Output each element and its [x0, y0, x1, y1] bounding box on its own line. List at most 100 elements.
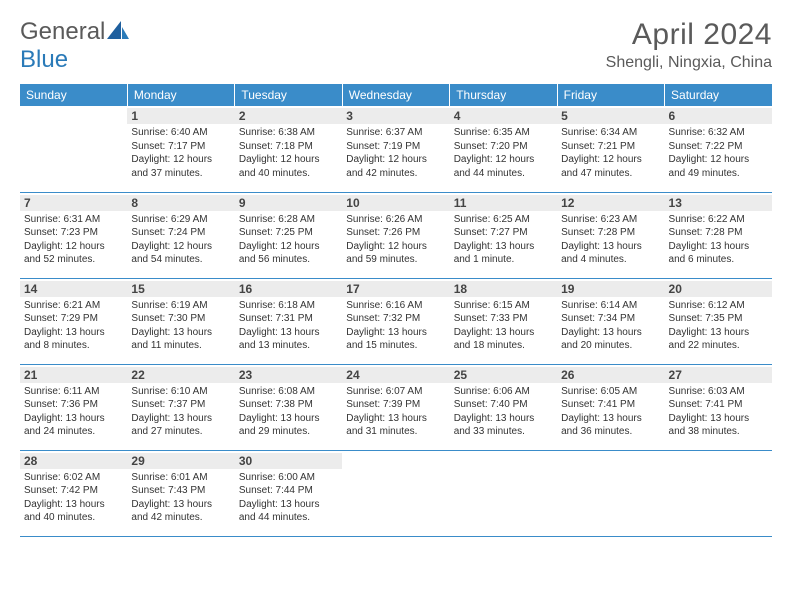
weekday-header-row: SundayMondayTuesdayWednesdayThursdayFrid…	[20, 84, 772, 106]
day-cell: 11 Sunrise: 6:25 AMSunset: 7:27 PMDayligh…	[450, 192, 557, 278]
day-number: 21	[20, 367, 127, 383]
calendar-page: General Blue April 2024 Shengli, Ningxia…	[0, 0, 792, 547]
day-number: 20	[665, 281, 772, 297]
day-cell: 28 Sunrise: 6:02 AMSunset: 7:42 PMDayligh…	[20, 450, 127, 536]
day-number: 4	[450, 108, 557, 124]
calendar-grid: SundayMondayTuesdayWednesdayThursdayFrid…	[20, 84, 772, 537]
day-details: Sunrise: 6:08 AMSunset: 7:38 PMDaylight:…	[239, 385, 338, 439]
day-details: Sunrise: 6:15 AMSunset: 7:33 PMDaylight:…	[454, 299, 553, 353]
week-row: 7Sunrise: 6:31 AMSunset: 7:23 PMDaylight…	[20, 192, 772, 278]
header: General Blue April 2024 Shengli, Ningxia…	[20, 18, 772, 74]
day-number: 16	[235, 281, 342, 297]
day-number: 12	[557, 195, 664, 211]
day-number: 24	[342, 367, 449, 383]
day-number: 18	[450, 281, 557, 297]
day-cell	[342, 450, 449, 536]
day-cell: 18 Sunrise: 6:15 AMSunset: 7:33 PMDayligh…	[450, 278, 557, 364]
day-number: 1	[127, 108, 234, 124]
day-cell: 13Sunrise: 6:22 AMSunset: 7:28 PMDayligh…	[665, 192, 772, 278]
weekday-header: Saturday	[665, 84, 772, 106]
day-details: Sunrise: 6:16 AMSunset: 7:32 PMDaylight:…	[346, 299, 445, 353]
day-number: 19	[557, 281, 664, 297]
day-cell: 5Sunrise: 6:34 AMSunset: 7:21 PMDaylight…	[557, 106, 664, 192]
title-block: April 2024 Shengli, Ningxia, China	[606, 18, 772, 72]
weekday-header: Friday	[557, 84, 664, 106]
day-details: Sunrise: 6:26 AMSunset: 7:26 PMDaylight:…	[346, 213, 445, 267]
day-cell: 3 Sunrise: 6:37 AMSunset: 7:19 PMDaylight…	[342, 106, 449, 192]
day-details: Sunrise: 6:34 AMSunset: 7:21 PMDaylight:…	[561, 126, 660, 180]
day-cell: 26Sunrise: 6:05 AMSunset: 7:41 PMDayligh…	[557, 364, 664, 450]
day-number: 23	[235, 367, 342, 383]
week-row: 21 Sunrise: 6:11 AMSunset: 7:36 PMDayligh…	[20, 364, 772, 450]
weekday-header: Monday	[127, 84, 234, 106]
day-details: Sunrise: 6:07 AMSunset: 7:39 PMDaylight:…	[346, 385, 445, 439]
day-details: Sunrise: 6:38 AMSunset: 7:18 PMDaylight:…	[239, 126, 338, 180]
day-number: 3	[342, 108, 449, 124]
day-details: Sunrise: 6:01 AMSunset: 7:43 PMDaylight:…	[131, 471, 230, 525]
week-row: 14Sunrise: 6:21 AMSunset: 7:29 PMDayligh…	[20, 278, 772, 364]
day-cell	[450, 450, 557, 536]
day-details: Sunrise: 6:14 AMSunset: 7:34 PMDaylight:…	[561, 299, 660, 353]
day-cell: 17 Sunrise: 6:16 AMSunset: 7:32 PMDayligh…	[342, 278, 449, 364]
day-cell: 14Sunrise: 6:21 AMSunset: 7:29 PMDayligh…	[20, 278, 127, 364]
weekday-header: Wednesday	[342, 84, 449, 106]
day-details: Sunrise: 6:40 AMSunset: 7:17 PMDaylight:…	[131, 126, 230, 180]
day-cell: 25Sunrise: 6:06 AMSunset: 7:40 PMDayligh…	[450, 364, 557, 450]
day-details: Sunrise: 6:29 AMSunset: 7:24 PMDaylight:…	[131, 213, 230, 267]
day-cell	[20, 106, 127, 192]
day-details: Sunrise: 6:31 AMSunset: 7:23 PMDaylight:…	[24, 213, 123, 267]
day-cell: 23 Sunrise: 6:08 AMSunset: 7:38 PMDayligh…	[235, 364, 342, 450]
day-details: Sunrise: 6:12 AMSunset: 7:35 PMDaylight:…	[669, 299, 768, 353]
day-cell: 19 Sunrise: 6:14 AMSunset: 7:34 PMDayligh…	[557, 278, 664, 364]
day-cell: 24 Sunrise: 6:07 AMSunset: 7:39 PMDayligh…	[342, 364, 449, 450]
location: Shengli, Ningxia, China	[606, 54, 772, 72]
logo-part2: Blue	[20, 46, 68, 73]
weekday-header: Tuesday	[235, 84, 342, 106]
day-cell: 20 Sunrise: 6:12 AMSunset: 7:35 PMDayligh…	[665, 278, 772, 364]
day-cell: 22 Sunrise: 6:10 AMSunset: 7:37 PMDayligh…	[127, 364, 234, 450]
day-details: Sunrise: 6:10 AMSunset: 7:37 PMDaylight:…	[131, 385, 230, 439]
day-number: 9	[235, 195, 342, 211]
logo-part1: General	[20, 18, 105, 45]
day-details: Sunrise: 6:32 AMSunset: 7:22 PMDaylight:…	[669, 126, 768, 180]
day-details: Sunrise: 6:02 AMSunset: 7:42 PMDaylight:…	[24, 471, 123, 525]
day-cell: 1 Sunrise: 6:40 AMSunset: 7:17 PMDaylight…	[127, 106, 234, 192]
day-details: Sunrise: 6:03 AMSunset: 7:41 PMDaylight:…	[669, 385, 768, 439]
day-number: 17	[342, 281, 449, 297]
day-cell: 29Sunrise: 6:01 AMSunset: 7:43 PMDayligh…	[127, 450, 234, 536]
day-details: Sunrise: 6:11 AMSunset: 7:36 PMDaylight:…	[24, 385, 123, 439]
day-cell: 10 Sunrise: 6:26 AMSunset: 7:26 PMDayligh…	[342, 192, 449, 278]
logo-sail-icon	[107, 21, 129, 39]
day-details: Sunrise: 6:25 AMSunset: 7:27 PMDaylight:…	[454, 213, 553, 267]
day-cell: 4 Sunrise: 6:35 AMSunset: 7:20 PMDaylight…	[450, 106, 557, 192]
day-cell: 7Sunrise: 6:31 AMSunset: 7:23 PMDaylight…	[20, 192, 127, 278]
logo: General Blue	[20, 18, 129, 74]
day-details: Sunrise: 6:23 AMSunset: 7:28 PMDaylight:…	[561, 213, 660, 267]
day-details: Sunrise: 6:00 AMSunset: 7:44 PMDaylight:…	[239, 471, 338, 525]
day-number: 13	[665, 195, 772, 211]
day-cell	[557, 450, 664, 536]
day-number: 2	[235, 108, 342, 124]
day-number: 28	[20, 453, 127, 469]
day-cell: 6 Sunrise: 6:32 AMSunset: 7:22 PMDaylight…	[665, 106, 772, 192]
day-number: 6	[665, 108, 772, 124]
day-number: 25	[450, 367, 557, 383]
day-details: Sunrise: 6:37 AMSunset: 7:19 PMDaylight:…	[346, 126, 445, 180]
day-number: 22	[127, 367, 234, 383]
day-number: 27	[665, 367, 772, 383]
day-number: 15	[127, 281, 234, 297]
day-cell	[665, 450, 772, 536]
day-details: Sunrise: 6:35 AMSunset: 7:20 PMDaylight:…	[454, 126, 553, 180]
day-cell: 15 Sunrise: 6:19 AMSunset: 7:30 PMDayligh…	[127, 278, 234, 364]
day-details: Sunrise: 6:05 AMSunset: 7:41 PMDaylight:…	[561, 385, 660, 439]
logo-text: General Blue	[20, 18, 129, 74]
day-cell: 9Sunrise: 6:28 AMSunset: 7:25 PMDaylight…	[235, 192, 342, 278]
day-number: 10	[342, 195, 449, 211]
week-row: 28 Sunrise: 6:02 AMSunset: 7:42 PMDayligh…	[20, 450, 772, 536]
day-number: 8	[127, 195, 234, 211]
day-details: Sunrise: 6:19 AMSunset: 7:30 PMDaylight:…	[131, 299, 230, 353]
day-details: Sunrise: 6:18 AMSunset: 7:31 PMDaylight:…	[239, 299, 338, 353]
day-number: 11	[450, 195, 557, 211]
day-number: 14	[20, 281, 127, 297]
day-cell: 30Sunrise: 6:00 AMSunset: 7:44 PMDayligh…	[235, 450, 342, 536]
